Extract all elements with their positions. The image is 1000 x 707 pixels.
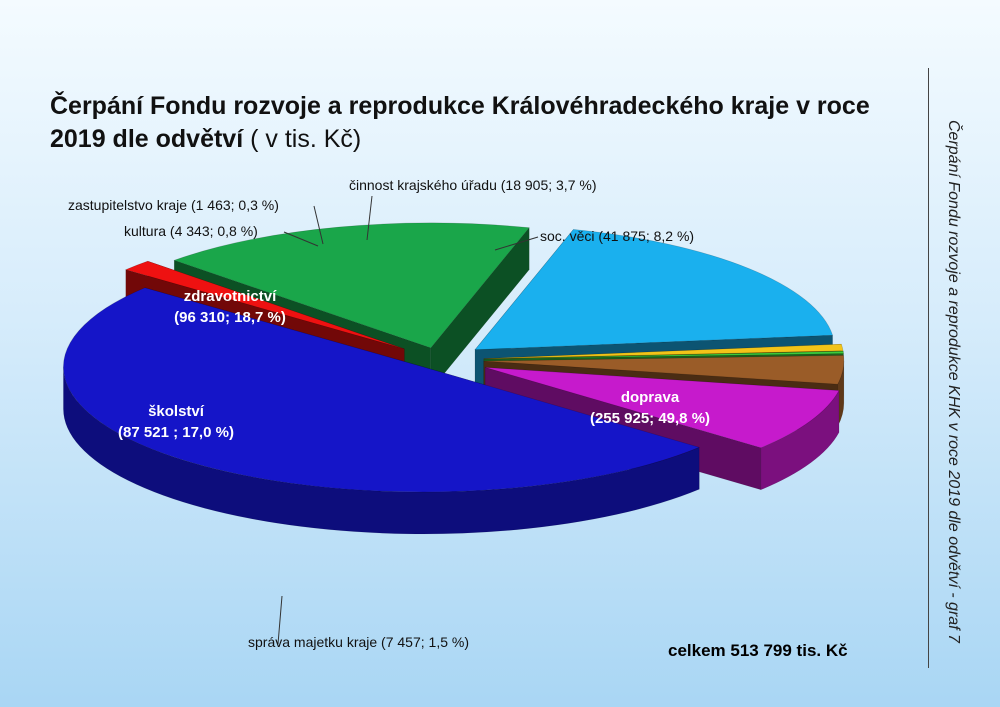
side-divider xyxy=(928,68,929,668)
data-label: zastupitelstvo kraje (1 463; 0,3 %) xyxy=(68,197,279,213)
total-label: celkem 513 799 tis. Kč xyxy=(668,641,848,660)
leader-line xyxy=(283,231,319,247)
chart-title-main: Čerpání Fondu rozvoje a reprodukce Králo… xyxy=(50,92,870,153)
slice--innost-krajsk-ho-adu xyxy=(483,355,845,385)
slice-doprava xyxy=(63,287,701,493)
data-label: kultura (4 343; 0,8 %) xyxy=(124,223,258,239)
data-label-value: (255 925; 49,8 %) xyxy=(590,410,710,427)
slice-soc-v-ci xyxy=(485,367,840,449)
chart-title-unit: ( v tis. Kč) xyxy=(250,125,362,153)
leader-line xyxy=(366,195,373,241)
chart-title: Čerpání Fondu rozvoje a reprodukce Králo… xyxy=(50,90,910,156)
slice-spr-va-majetku-kraje xyxy=(124,260,405,350)
slice-kultura xyxy=(483,343,844,359)
data-label-value: (87 521 ; 17,0 %) xyxy=(118,424,234,441)
leader-line xyxy=(313,205,324,245)
data-label-value: (96 310; 18,7 %) xyxy=(174,309,286,326)
leader-line xyxy=(277,595,283,645)
data-label: správa majetku kraje (7 457; 1,5 %) xyxy=(248,634,469,650)
slice-zdravotnictv- xyxy=(474,229,834,350)
data-label: soc. věci (41 875; 8,2 %) xyxy=(540,228,694,244)
leader-line xyxy=(494,236,539,251)
slice-zastupitelstvo-kraje xyxy=(483,350,844,360)
data-label: školství xyxy=(148,403,205,420)
data-label: zdravotnictví xyxy=(184,288,277,305)
slice--kolstv- xyxy=(173,222,530,349)
data-label: doprava xyxy=(621,389,680,406)
data-label: činnost krajského úřadu (18 905; 3,7 %) xyxy=(349,177,596,193)
